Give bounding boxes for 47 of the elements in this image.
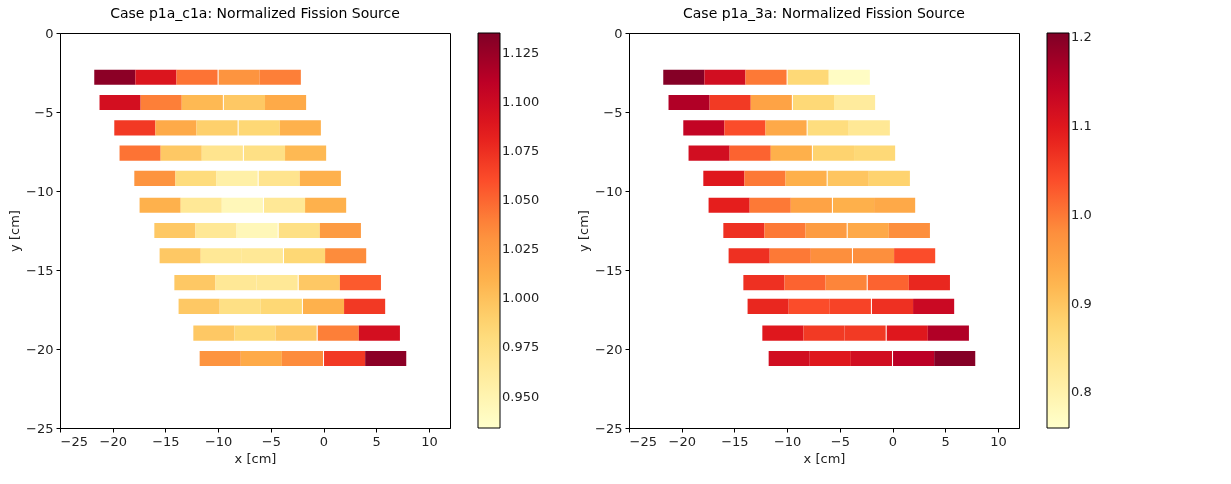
y-tick-label: −10 [595,183,623,199]
x-tick-label: −15 [152,433,180,449]
y-tick-label: −5 [603,104,623,120]
color-bar-label: 1.2 [1071,29,1092,45]
color-bar-label: 0.8 [1071,384,1092,400]
x-tick-label: −5 [261,433,281,449]
color-bar-label: 1.0 [1071,206,1092,222]
color-bar-label: 0.975 [502,339,540,355]
y-axis-title: y [cm] [576,210,592,252]
x-tick-label: 5 [941,433,950,449]
x-tick-label: −15 [721,433,749,449]
color-bar-label: 1.075 [502,142,540,158]
x-tick-label: 0 [888,433,898,449]
x-tick-label: −10 [773,433,802,449]
y-tick-label: −20 [595,341,623,357]
chart-title: Case p1a_c1a: Normalized Fission Source [110,5,400,21]
y-tick-label: −25 [595,420,623,436]
color-bar-label: 1.000 [502,290,540,306]
x-tick-label: 5 [372,433,381,449]
x-tick-label: −20 [668,433,696,449]
y-tick-label: −20 [26,341,54,357]
x-tick-label: −10 [204,433,233,449]
color-bar-label: 1.100 [502,93,540,109]
y-tick-label: −10 [26,183,54,199]
x-axis-title: x [cm] [234,450,277,466]
x-tick-label: 0 [319,433,329,449]
x-axis-title: x [cm] [803,450,846,466]
y-tick-label: 0 [614,25,623,41]
x-tick-label: 10 [421,433,438,449]
color-bar-label: 0.9 [1071,295,1092,311]
y-tick-label: −25 [26,420,54,436]
color-bar-label: 1.1 [1071,118,1092,134]
y-axis-title: y [cm] [7,210,23,252]
color-bar-label: 1.025 [502,241,540,257]
x-tick-label: −5 [830,433,850,449]
x-tick-label: −25 [629,433,657,449]
x-tick-label: −25 [60,433,88,449]
y-tick-label: −15 [595,262,623,278]
x-tick-label: 10 [990,433,1007,449]
x-tick-label: −20 [99,433,127,449]
y-tick-label: 0 [45,25,54,41]
color-bar-label: 1.050 [502,192,540,208]
color-bar-label: 1.125 [502,44,540,60]
y-tick-label: −5 [34,104,54,120]
chart-title: Case p1a_3a: Normalized Fission Source [683,5,965,21]
y-tick-label: −15 [26,262,54,278]
color-bar-label: 0.950 [502,388,540,404]
